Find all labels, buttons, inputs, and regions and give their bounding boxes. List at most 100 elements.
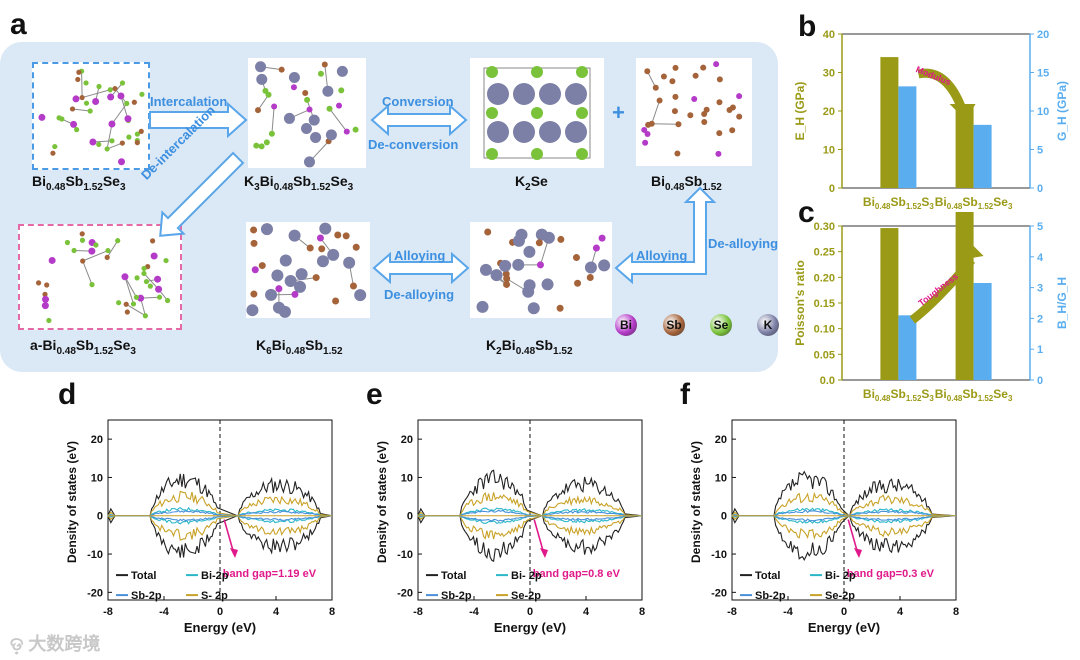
y-tick-label: -10 [87,549,103,561]
y-tick-label: -20 [87,587,103,599]
atom [92,97,100,105]
atom [490,269,503,282]
atom [672,93,679,100]
panel-label-a: a [10,8,27,41]
atom [143,278,150,285]
bond [72,108,91,112]
x-axis-title: Energy (eV) [808,620,880,635]
atom [318,245,326,253]
atom [35,280,42,286]
panel-label-c: c [798,196,815,229]
atom [312,274,320,282]
atom [76,69,82,75]
dos-curve-up [417,509,643,517]
k-atom [539,83,561,105]
atom [134,140,140,146]
caption-bss: Bi0.48Sb1.52Se3 [32,173,126,193]
atom [499,259,512,272]
atom [253,142,260,149]
right-tick-label: 3 [1037,283,1043,295]
k-atom [565,121,587,143]
gap-arrow [847,519,859,555]
y-tick-label: 10 [91,472,103,484]
atom [556,304,564,312]
dos-curve-down [417,515,643,562]
atom [119,80,126,86]
atom [87,108,93,114]
band-gap-label: band gap=0.3 eV [847,568,935,580]
x-tick-label: -8 [727,606,737,618]
left-axis-title: E_H (GPa) [793,82,807,141]
atom [660,73,667,80]
bond [106,240,119,258]
atom [644,130,651,137]
right-tick-label: 15 [1037,68,1049,80]
gap-arrow [223,519,235,555]
atom [645,121,652,128]
x-tick-label: 0 [217,606,223,618]
deintercalation-arrow [159,151,245,237]
bond [125,303,146,317]
dos-curve-up [417,469,643,517]
y-tick-label: 10 [715,472,727,484]
k6-structure-image [246,222,370,318]
legend-k: K [757,314,779,336]
atom [316,234,324,242]
atom [701,110,708,117]
atom [150,252,158,260]
left-tick-label: 20 [823,106,835,118]
legend-label: Bi- 2p [825,570,856,582]
atom [535,228,548,241]
bond [329,108,348,132]
atom [279,254,292,267]
left-tick-label: 0.20 [814,272,835,284]
left-tick-label: 0.25 [814,247,835,259]
k2se-structure-image [470,58,604,168]
bar-left-series [880,228,899,380]
label-deconversion: De-conversion [368,137,459,152]
dos-curve-up [107,506,333,517]
bond [106,123,113,150]
atom [674,150,681,157]
atom [93,242,99,248]
y-tick-label: 20 [401,434,413,446]
atom [729,127,736,134]
legend-label: Sb-2p [131,590,162,602]
category-label: Bi0.48Sb1.52S3 [863,387,935,403]
atom [48,256,56,264]
bar-left-series [955,104,974,188]
atom [107,87,113,93]
atom [574,279,582,287]
atom [726,107,733,114]
atom [155,285,163,293]
atom [163,257,169,264]
atom [260,223,273,236]
atom [255,61,267,73]
dos-curve-up [107,490,333,517]
legend-label: Bi-2p [201,570,229,582]
atom [288,229,301,242]
atom [701,119,708,126]
bisb-structure-image [636,58,752,166]
annotation-arrow [909,244,984,324]
atom [83,100,90,106]
caption-k2se: K2Se [515,173,548,193]
y-tick-label: -20 [397,587,413,599]
bond [257,94,269,111]
atom [672,64,679,71]
x-tick-label: 4 [583,606,590,618]
caption-k3: K3Bi0.48Sb1.52Se3 [244,173,354,193]
dos-curve-up [107,473,333,517]
atom [83,80,89,86]
arrow-shaft [917,68,966,110]
atom [141,265,147,272]
dos-curve-up [731,470,957,517]
atom [263,139,270,146]
left-tick-label: 10 [823,145,835,157]
se-atom [486,66,498,78]
legend-label: Se-2p [511,590,541,602]
dos-curve-down [417,515,643,522]
atom [476,300,489,313]
bond [646,71,657,89]
atom [343,256,356,269]
